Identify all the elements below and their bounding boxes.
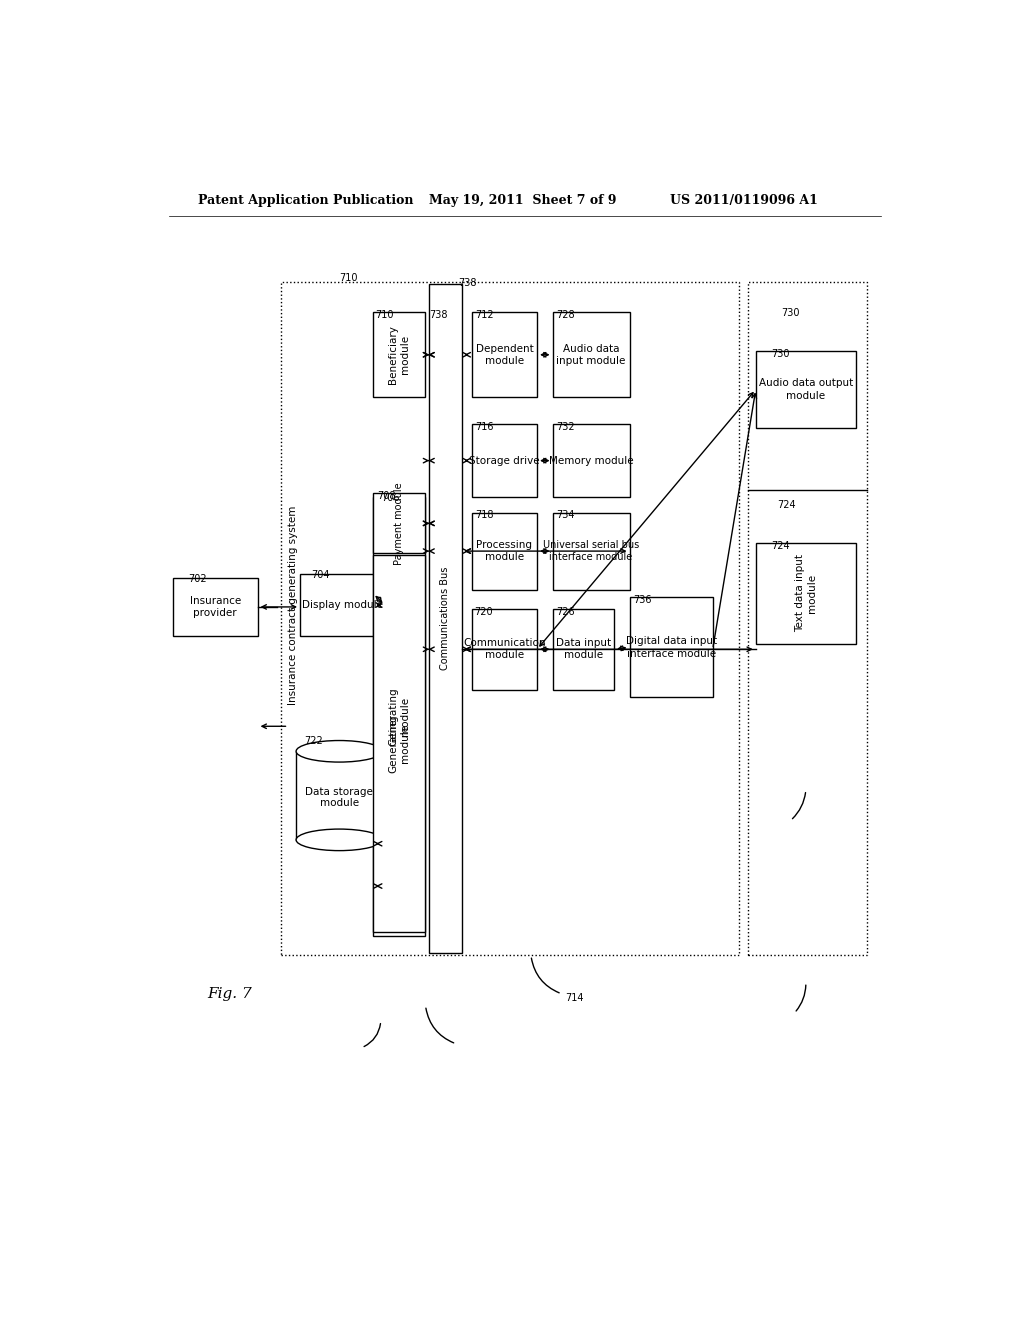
Text: Display module: Display module xyxy=(302,601,383,610)
Text: Dependent
module: Dependent module xyxy=(475,343,534,366)
Text: Patent Application Publication: Patent Application Publication xyxy=(199,194,414,207)
Text: 730: 730 xyxy=(781,308,800,318)
Text: 718: 718 xyxy=(475,511,494,520)
Text: May 19, 2011  Sheet 7 of 9: May 19, 2011 Sheet 7 of 9 xyxy=(429,194,616,207)
Text: Memory module: Memory module xyxy=(549,455,633,466)
Text: Payment module: Payment module xyxy=(394,482,404,565)
Text: 714: 714 xyxy=(565,993,584,1003)
Bar xyxy=(373,494,425,553)
Text: Data storage
module: Data storage module xyxy=(305,787,373,808)
Bar xyxy=(296,751,382,840)
Text: Data input
module: Data input module xyxy=(556,638,611,660)
Text: 728: 728 xyxy=(556,310,575,319)
Bar xyxy=(300,574,385,636)
Bar xyxy=(373,498,425,936)
Bar xyxy=(553,512,630,590)
Text: Communication
module: Communication module xyxy=(463,638,546,660)
Text: 716: 716 xyxy=(475,422,494,432)
Text: Beneficiary
module: Beneficiary module xyxy=(388,325,411,384)
Bar xyxy=(756,544,856,644)
Text: Fig. 7: Fig. 7 xyxy=(208,987,252,1001)
Text: Audio data
input module: Audio data input module xyxy=(556,343,626,366)
Text: Text data input
module: Text data input module xyxy=(795,554,817,632)
Bar xyxy=(630,597,713,697)
Text: 736: 736 xyxy=(634,595,652,605)
Text: Digital data input
interface module: Digital data input interface module xyxy=(626,636,717,659)
Text: 730: 730 xyxy=(771,348,790,359)
Bar xyxy=(472,424,538,498)
Text: 724: 724 xyxy=(771,541,790,550)
Bar xyxy=(373,313,425,397)
Bar xyxy=(472,313,538,397)
Text: 724: 724 xyxy=(777,500,796,511)
Text: 712: 712 xyxy=(475,310,495,319)
Text: 732: 732 xyxy=(556,422,575,432)
Text: 710: 710 xyxy=(376,310,394,319)
Text: US 2011/0119096 A1: US 2011/0119096 A1 xyxy=(670,194,817,207)
Text: Storage drive: Storage drive xyxy=(469,455,540,466)
Text: Processing
module: Processing module xyxy=(476,540,532,562)
Text: 706: 706 xyxy=(381,494,399,503)
Text: Universal serial bus
interface module: Universal serial bus interface module xyxy=(543,540,639,562)
Bar xyxy=(756,351,856,428)
Text: 708: 708 xyxy=(377,491,395,502)
Text: Generating
module: Generating module xyxy=(388,714,411,774)
Text: 710: 710 xyxy=(339,273,357,284)
Text: Audio data output
module: Audio data output module xyxy=(759,379,853,400)
Bar xyxy=(749,281,867,956)
Text: 722: 722 xyxy=(304,737,323,746)
Text: Insurance
provider: Insurance provider xyxy=(189,595,241,618)
Bar xyxy=(373,554,425,932)
Text: 738: 738 xyxy=(458,277,476,288)
Bar xyxy=(553,313,630,397)
Text: Communications Bus: Communications Bus xyxy=(440,566,451,671)
Bar xyxy=(553,424,630,498)
Bar xyxy=(553,609,614,689)
Text: Generating
module: Generating module xyxy=(388,688,411,746)
Text: 738: 738 xyxy=(429,310,447,319)
Text: 726: 726 xyxy=(556,607,575,616)
Ellipse shape xyxy=(296,741,382,762)
Text: 702: 702 xyxy=(188,574,207,585)
Text: Insurance contract generating system: Insurance contract generating system xyxy=(289,506,298,705)
Bar xyxy=(429,284,462,953)
Bar xyxy=(472,609,538,689)
Text: 704: 704 xyxy=(311,570,330,581)
Text: 720: 720 xyxy=(474,607,493,616)
Bar xyxy=(281,281,739,956)
Text: 734: 734 xyxy=(556,511,574,520)
Bar xyxy=(173,578,258,636)
Ellipse shape xyxy=(296,829,382,850)
Bar xyxy=(472,512,538,590)
